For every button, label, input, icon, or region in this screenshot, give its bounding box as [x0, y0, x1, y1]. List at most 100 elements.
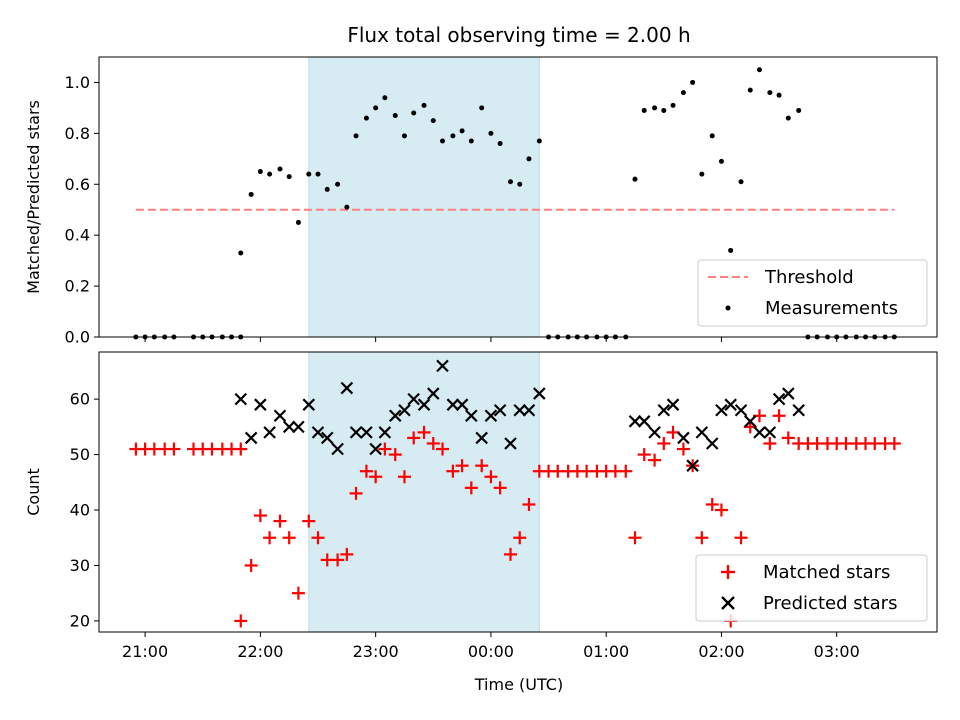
predicted-star-point: [772, 392, 786, 406]
matched-star-point: [388, 448, 402, 462]
measurement-point: [632, 176, 638, 182]
y-tick-label: 60: [70, 390, 90, 409]
matched-star-point: [167, 442, 181, 456]
ratio-y-axis: 0.0 0.2 0.4 0.6 0.8 1.0: [65, 73, 99, 347]
matched-star-point: [666, 425, 680, 439]
matched-star-point: [282, 531, 296, 545]
matched-star-point: [349, 486, 363, 500]
predicted-star-point: [360, 426, 373, 439]
matched-star-point: [695, 531, 709, 545]
measurement-point: [392, 113, 398, 119]
matched-star-point: [253, 509, 267, 523]
chart-title: Flux total observing time = 2.00 h: [347, 23, 690, 47]
x-tick-label: 00:00: [468, 642, 514, 661]
matched-star-point: [302, 514, 316, 528]
ratio-y-label: Matched/Predicted stars: [24, 100, 43, 294]
measurement-point: [430, 118, 436, 124]
matched-star-point: [435, 442, 449, 456]
measurement-point: [479, 105, 485, 111]
matched-star-point: [369, 470, 383, 484]
measurement-point: [248, 191, 254, 197]
predicted-star-point: [244, 431, 258, 445]
predicted-x-b: [666, 398, 680, 411]
predicted-star-point: [369, 442, 382, 456]
measurement-point: [277, 166, 283, 172]
predicted-star-point: [388, 409, 402, 423]
predicted-star-point: [743, 415, 757, 428]
measurement-point: [785, 115, 791, 121]
predicted-x-b: [455, 398, 469, 411]
matched-star-point: [234, 614, 248, 628]
measurement-point: [295, 219, 301, 225]
measurement-point: [718, 158, 724, 164]
matched-star-point: [455, 459, 469, 473]
predicted-x-b: [533, 387, 546, 400]
predicted-star-point: [792, 403, 805, 417]
predicted-legend-label: Predicted stars: [763, 593, 897, 614]
measurement-point: [670, 102, 676, 108]
predicted-star-point: [340, 381, 354, 395]
predicted-star-point: [302, 398, 316, 411]
measurement-point: [776, 92, 782, 98]
measurement-point: [401, 133, 407, 139]
predicted-star-point: [407, 392, 420, 406]
count-legend: Matched stars Predicted stars: [695, 554, 928, 622]
predicted-star-point: [724, 398, 737, 411]
predicted-x-b: [475, 431, 488, 445]
measurement-point: [517, 181, 523, 187]
measurement-point: [738, 179, 744, 185]
predicted-star-point: [446, 398, 460, 411]
measurement-point: [652, 105, 658, 111]
predicted-star-point: [493, 403, 507, 417]
predicted-star-point: [677, 431, 690, 445]
predicted-x-b: [493, 403, 507, 417]
matched-star-point: [619, 464, 633, 478]
measurement-point: [641, 107, 647, 113]
measurement-point: [661, 107, 667, 113]
predicted-star-point: [705, 437, 719, 450]
predicted-x-b: [273, 409, 287, 423]
matched-star-point: [397, 470, 411, 484]
predicted-x-b: [763, 426, 777, 439]
measurement-point: [526, 156, 532, 162]
predicted-x-b: [427, 387, 440, 400]
threshold-legend-label: Threshold: [764, 267, 854, 288]
predicted-x-b: [331, 442, 344, 456]
predicted-x-b: [311, 426, 325, 439]
predicted-star-point: [234, 392, 248, 406]
predicted-star-point: [666, 398, 680, 411]
predicted-x-b: [648, 426, 661, 439]
measurement-point: [344, 204, 350, 210]
measurement-point: [315, 171, 321, 177]
predicted-x-b: [686, 459, 699, 472]
matched-star-point: [648, 453, 662, 467]
predicted-x-b: [417, 398, 431, 411]
measurement-point: [459, 128, 465, 134]
predicted-x-b: [734, 403, 748, 417]
measurement-point: [690, 79, 696, 85]
predicted-x-b: [282, 420, 296, 434]
matched-star-point: [504, 547, 518, 561]
x-tick-label: 03:00: [814, 642, 860, 661]
count-legend-box: [695, 554, 928, 622]
predicted-x-b: [360, 426, 373, 439]
predicted-x-b: [677, 431, 690, 445]
measurement-point: [680, 90, 686, 96]
matched-star-point: [311, 531, 325, 545]
predicted-x-b: [513, 403, 527, 417]
predicted-star-point: [522, 403, 536, 417]
predicted-star-point: [657, 403, 671, 417]
x-axis-label: Time (UTC): [474, 675, 563, 694]
predicted-star-point: [533, 387, 546, 400]
measurement-points: [133, 67, 897, 340]
measurements-legend-swatch: [725, 305, 731, 311]
x-tick-label: 01:00: [583, 642, 629, 661]
matched-star-point: [340, 547, 354, 561]
x-tick-label: 22:00: [237, 642, 283, 661]
predicted-star-point: [427, 387, 440, 400]
measurement-point: [767, 90, 773, 96]
matched-star-point: [426, 436, 440, 450]
y-tick-label: 0.6: [65, 175, 90, 194]
measurement-point: [286, 174, 292, 180]
matched-star-point: [234, 442, 248, 456]
